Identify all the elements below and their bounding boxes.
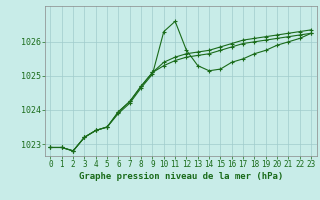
- X-axis label: Graphe pression niveau de la mer (hPa): Graphe pression niveau de la mer (hPa): [79, 172, 283, 181]
